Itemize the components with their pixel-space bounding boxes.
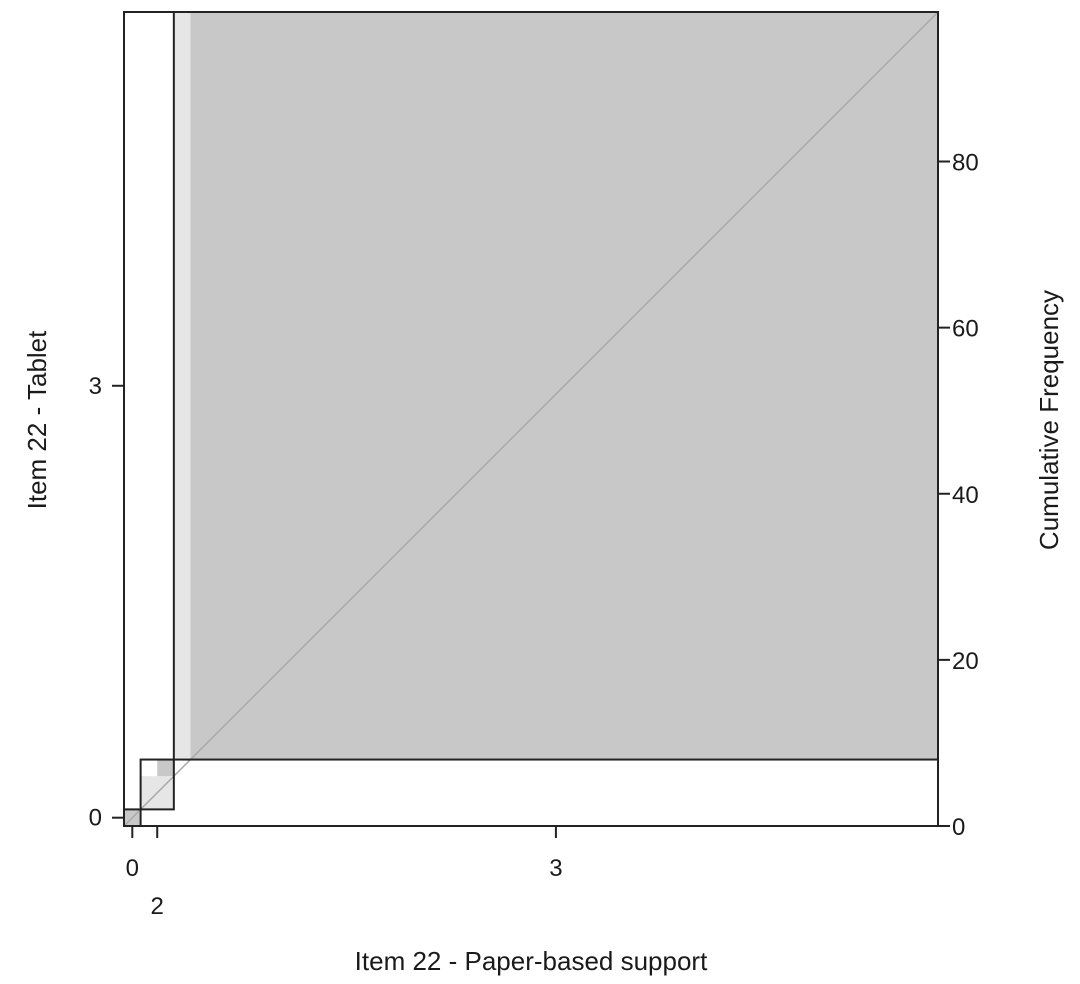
y-axis: 03 [89,373,124,832]
y2-tick-label-0: 0 [952,814,965,841]
y2-tick-label-60: 60 [952,316,979,343]
y-tick-label-3: 3 [89,373,102,400]
y2-tick-label-20: 20 [952,648,979,675]
x-axis: 02 3 [126,826,563,920]
y2-tick-label-80: 80 [952,150,979,177]
plot-frame [123,11,939,827]
block-frame-2 [139,758,175,811]
y-tick-label-0: 0 [89,805,102,832]
x-tick-label-3: 3 [549,855,562,882]
x-tick-label-0: 0 [126,855,139,882]
y2-axis-cumulative: 0 20 40 60 80 [938,150,979,841]
x-axis-title: Item 22 - Paper-based support [355,946,708,976]
diagonal-reference-line [123,11,939,827]
exact-agreement-block-2 [157,759,174,777]
y2-tick-label-40: 40 [952,482,979,509]
y2-axis-title: Cumulative Frequency [1034,290,1064,550]
x-tick-label-2: 2 [151,893,164,920]
y-axis-title: Item 22 - Tablet [22,330,52,510]
